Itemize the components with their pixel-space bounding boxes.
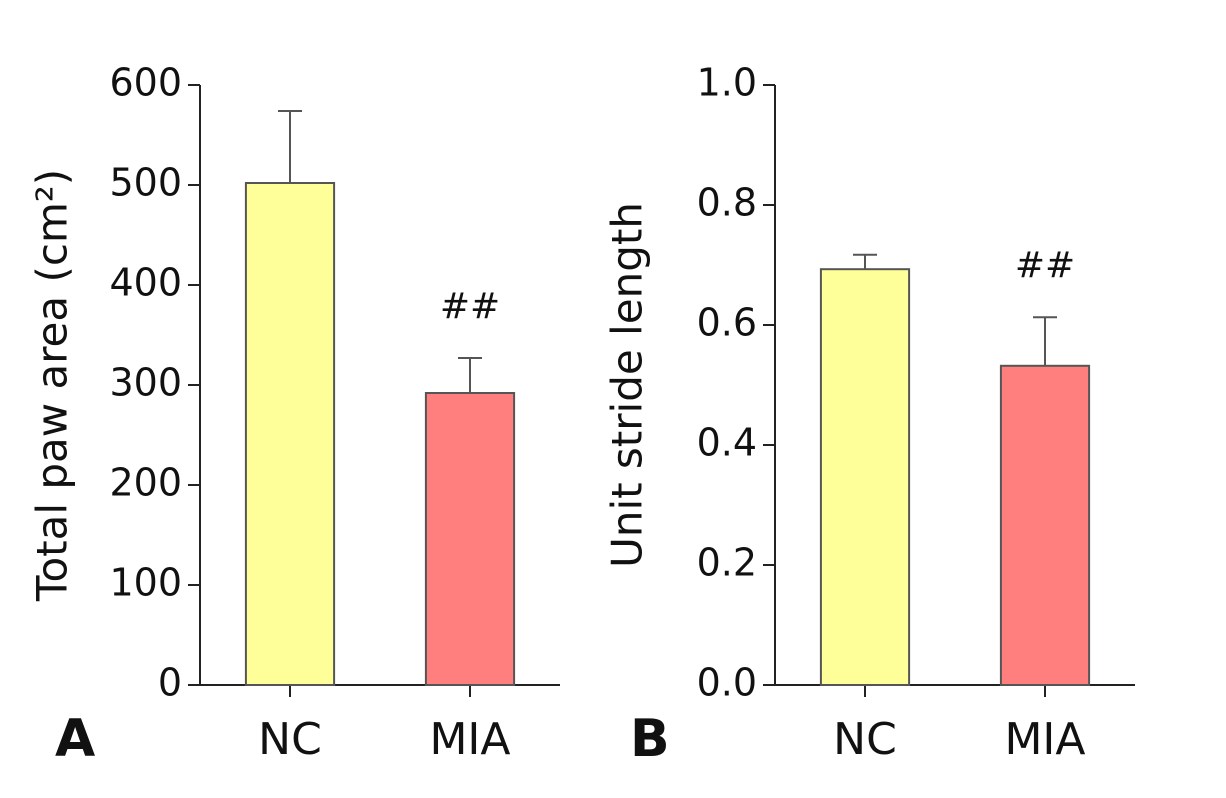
x-tick-label: MIA [1004,714,1085,765]
y-tick-label: 0.8 [697,181,757,225]
y-tick-label: 0 [158,661,182,705]
bar [424,392,516,686]
annotation: ## [440,286,500,327]
y-tick-label: 500 [109,161,182,205]
y-tick-label: 400 [109,261,182,305]
y-axis-label: Unit stride length [603,202,652,568]
panel-label: B [630,709,670,769]
y-tick-label: 0.0 [697,661,757,705]
y-tick-label: 300 [109,361,182,405]
bar [244,182,336,686]
y-tick-label: 0.2 [697,541,757,585]
y-tick-label: 100 [109,561,182,605]
y-tick-label: 600 [109,61,182,105]
x-tick-label: MIA [429,714,510,765]
x-tick-label: NC [833,714,897,765]
x-tick-label: NC [258,714,322,765]
bar [999,364,1091,686]
y-tick-label: 0.6 [697,301,757,345]
y-tick-label: 200 [109,461,182,505]
annotation: ## [1015,245,1075,286]
bar [819,268,911,686]
y-tick-label: 0.4 [697,421,757,465]
y-axis-label: Total paw area (cm²) [28,169,77,602]
y-tick-label: 1.0 [697,61,757,105]
panel-label: A [55,709,95,769]
